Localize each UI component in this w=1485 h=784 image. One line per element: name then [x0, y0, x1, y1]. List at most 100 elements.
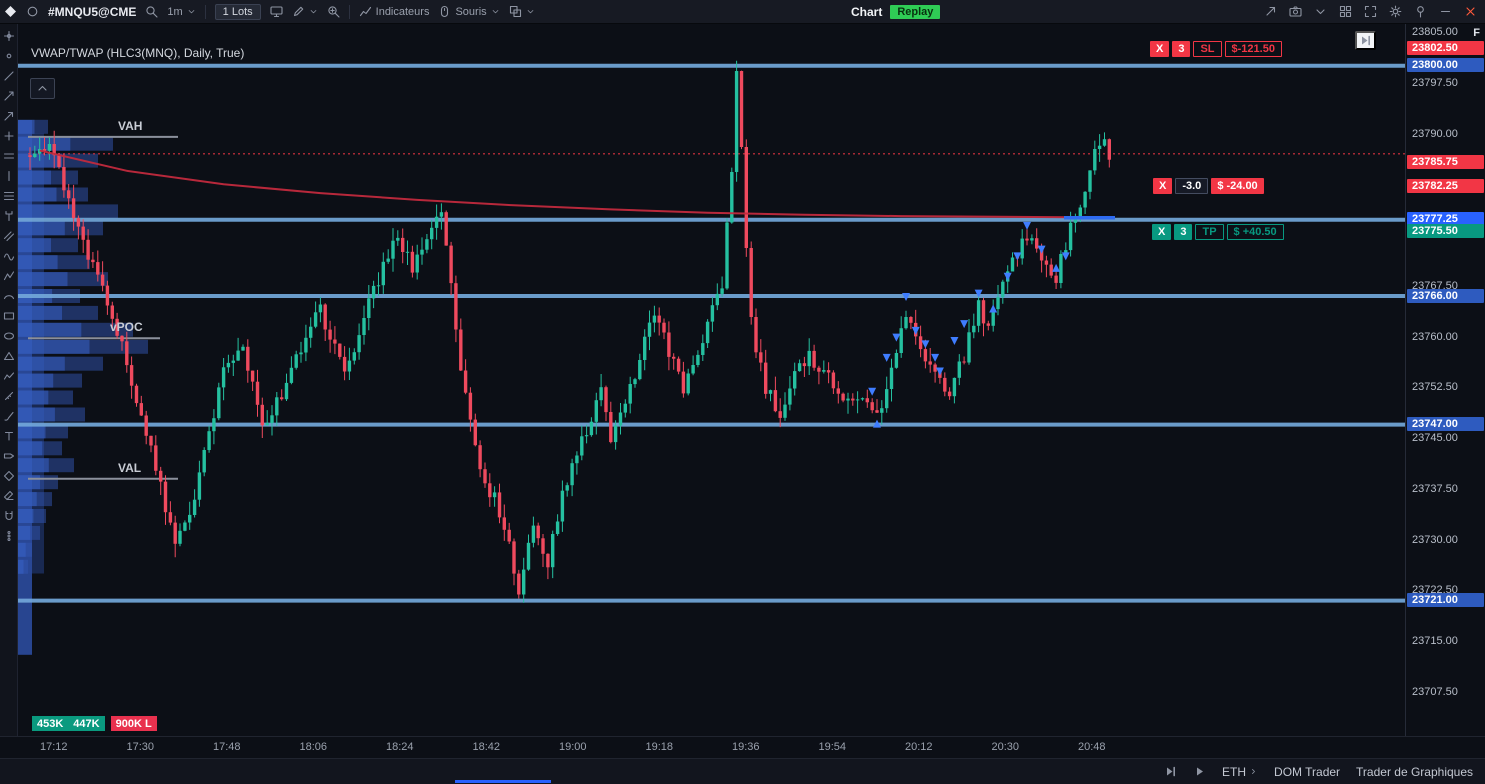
- timeframe-select[interactable]: 1m: [167, 6, 195, 18]
- price-badge[interactable]: 23782.25: [1407, 178, 1484, 193]
- vertical-line-icon[interactable]: [2, 169, 15, 182]
- session-label: ETH: [1222, 764, 1247, 779]
- main-area: VWAP/TWAP (HLC3(MNQ), Daily, True) VAH v…: [0, 24, 1485, 736]
- study-title[interactable]: VWAP/TWAP (HLC3(MNQ), Daily, True): [31, 46, 245, 60]
- session-filter[interactable]: ETH: [1222, 765, 1258, 779]
- vah-label: VAH: [118, 118, 143, 133]
- drawing-toolbar: [0, 24, 18, 736]
- symbol-name[interactable]: #MNQU5@CME: [48, 4, 137, 19]
- monitor-grid-icon[interactable]: [1339, 5, 1352, 18]
- order-close-button[interactable]: X: [1152, 223, 1172, 240]
- price-tick: 23805.00: [1412, 26, 1458, 38]
- replay-step-button[interactable]: [1355, 31, 1376, 50]
- mouse-tool-button[interactable]: Souris: [438, 5, 499, 18]
- tab-chart-trader[interactable]: Trader de Graphiques: [1356, 764, 1473, 779]
- horizontal-line-icon[interactable]: [2, 149, 15, 162]
- rectangle-tool-icon[interactable]: [2, 309, 15, 322]
- price-badge[interactable]: 23802.50: [1407, 41, 1484, 56]
- price-badge[interactable]: 23721.00: [1407, 593, 1484, 608]
- time-axis[interactable]: 17:12 17:30 17:48 18:06 18:24 18:42 19:00 19:18…: [0, 736, 1485, 758]
- share-arrow-icon[interactable]: [1264, 5, 1277, 18]
- arc-tool-icon[interactable]: [2, 289, 15, 302]
- arrow-tool-icon[interactable]: [2, 109, 15, 122]
- caret-down-icon[interactable]: [1314, 5, 1327, 18]
- order-close-button[interactable]: X: [1153, 178, 1173, 194]
- symbol-search-icon[interactable]: [145, 5, 158, 18]
- monitor-icon[interactable]: [270, 5, 283, 18]
- collapse-panel-button[interactable]: [30, 78, 55, 99]
- crosshair-tool-icon[interactable]: [2, 29, 15, 42]
- time-label: 18:42: [472, 741, 501, 753]
- wave-tool-icon[interactable]: [2, 249, 15, 262]
- chevron-down-icon: [526, 7, 535, 16]
- order-tag[interactable]: TP: [1195, 223, 1224, 240]
- trade-marker-icon: [1037, 245, 1046, 254]
- price-badge[interactable]: 23800.00: [1407, 58, 1484, 73]
- price-badge[interactable]: 23777.25: [1407, 212, 1484, 227]
- diamond-shape-icon[interactable]: [2, 469, 15, 482]
- price-tick: 23730.00: [1412, 533, 1458, 546]
- tab-dom-trader[interactable]: DOM Trader: [1274, 764, 1341, 779]
- time-label: 17:12: [40, 741, 68, 753]
- pitchfork-icon[interactable]: [2, 209, 15, 222]
- minimize-icon[interactable]: [1439, 5, 1452, 18]
- eraser-tool-icon[interactable]: [2, 489, 15, 502]
- hscrollbar-thumb[interactable]: [455, 780, 551, 783]
- fullscreen-icon[interactable]: [1364, 5, 1377, 18]
- order-pnl[interactable]: $ +40.50: [1226, 223, 1284, 240]
- magnet-mode-icon[interactable]: [2, 509, 15, 522]
- more-tools-icon[interactable]: [2, 529, 15, 542]
- pin-icon[interactable]: [1414, 5, 1427, 18]
- close-icon[interactable]: [1464, 5, 1477, 18]
- camera-icon[interactable]: [1289, 5, 1302, 18]
- order-quantity[interactable]: 3: [1172, 40, 1191, 57]
- ellipse-tool-icon[interactable]: [2, 329, 15, 342]
- axis-mode-letter[interactable]: F: [1473, 27, 1480, 39]
- parallel-channel-icon[interactable]: [2, 229, 15, 242]
- replay-badge[interactable]: Replay: [890, 5, 941, 19]
- fib-retracement-icon[interactable]: [2, 189, 15, 202]
- price-axis[interactable]: F 23805.00 23797.50 23790.00 23767.50 23760.…: [1405, 24, 1485, 736]
- connection-status-icon[interactable]: [26, 5, 39, 18]
- ray-line-icon[interactable]: [2, 89, 15, 102]
- price-badge[interactable]: 23775.50: [1407, 224, 1484, 239]
- titlebar-right: [1264, 5, 1477, 18]
- trend-line-icon[interactable]: [2, 69, 15, 82]
- scroll-right-icon[interactable]: [1193, 765, 1206, 778]
- dot-cursor-icon[interactable]: [2, 49, 15, 62]
- caret-up-icon: [36, 82, 49, 95]
- cross-line-icon[interactable]: [2, 129, 15, 142]
- price-badge[interactable]: 23747.00: [1407, 417, 1484, 432]
- indicators-button[interactable]: Indicateurs: [359, 5, 429, 18]
- zigzag-tool-icon[interactable]: [2, 269, 15, 282]
- order-pnl[interactable]: $ -24.00: [1211, 178, 1264, 194]
- brush-tool-icon[interactable]: [2, 409, 15, 422]
- price-tick: 23752.50: [1412, 381, 1458, 394]
- settings-gear-icon[interactable]: [1389, 5, 1402, 18]
- text-tool-icon[interactable]: [2, 429, 15, 442]
- chart-area[interactable]: VWAP/TWAP (HLC3(MNQ), Daily, True) VAH v…: [18, 24, 1405, 736]
- order-close-button[interactable]: X: [1150, 40, 1170, 57]
- volume-badges: 453K 447K 900K L: [32, 716, 157, 731]
- triangle-tool-icon[interactable]: [2, 349, 15, 362]
- price-tick: 23745.00: [1412, 432, 1458, 445]
- time-label: 19:18: [645, 741, 674, 753]
- order-pnl[interactable]: $-121.50: [1224, 40, 1282, 57]
- layout-button[interactable]: [509, 5, 535, 18]
- lots-selector[interactable]: 1 Lots: [214, 3, 261, 20]
- order-quantity[interactable]: 3: [1174, 223, 1193, 240]
- candlestick-chart[interactable]: [18, 24, 1405, 736]
- layout-icon: [509, 5, 522, 18]
- drawing-tools-button[interactable]: [292, 5, 318, 18]
- order-tag[interactable]: SL: [1193, 40, 1222, 57]
- order-quantity[interactable]: -3.0: [1175, 178, 1209, 194]
- go-to-latest-icon[interactable]: [1164, 765, 1177, 778]
- ruler-tool-icon[interactable]: [2, 389, 15, 402]
- price-label-icon[interactable]: [2, 449, 15, 462]
- time-label: 20:30: [991, 741, 1020, 753]
- price-badge[interactable]: 23766.00: [1407, 288, 1484, 303]
- polyline-tool-icon[interactable]: [2, 369, 15, 382]
- zoom-in-icon[interactable]: [327, 5, 340, 18]
- price-badge[interactable]: 23785.75: [1407, 154, 1484, 169]
